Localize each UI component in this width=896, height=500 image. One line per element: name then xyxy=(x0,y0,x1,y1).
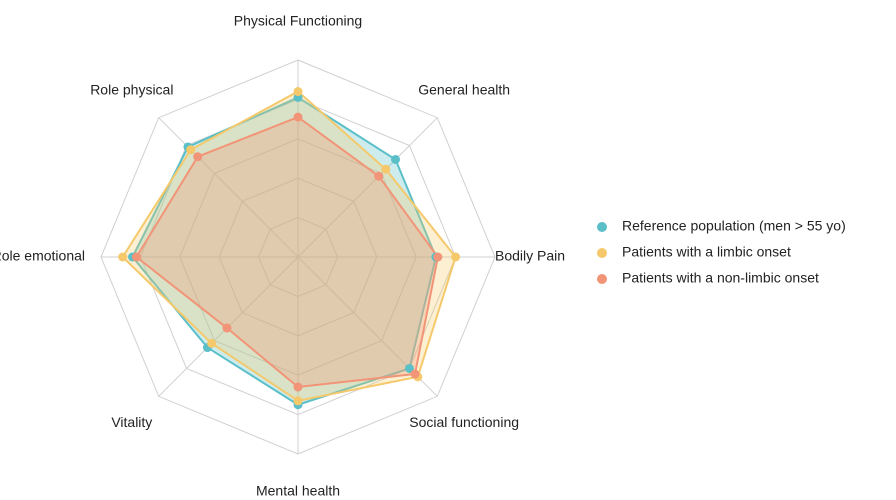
series-point xyxy=(381,164,391,174)
axis-label: Role physical xyxy=(90,82,173,98)
series-point xyxy=(391,154,401,164)
legend-marker xyxy=(597,248,607,258)
series-point xyxy=(293,382,303,392)
series-point xyxy=(222,323,232,333)
series-point xyxy=(193,152,203,162)
series-point xyxy=(293,112,303,122)
series-point xyxy=(451,252,461,262)
series-point xyxy=(374,171,384,181)
axis-label: Physical Functioning xyxy=(234,13,362,29)
series-point xyxy=(131,252,141,262)
axis-label: Social functioning xyxy=(409,414,519,430)
series-point xyxy=(186,145,196,155)
series-point xyxy=(118,252,128,262)
axis-label: General health xyxy=(418,82,510,98)
axis-label: Bodily Pain xyxy=(495,248,565,264)
axis-label: Role emotional xyxy=(0,248,85,264)
series-point xyxy=(404,363,414,373)
legend-marker xyxy=(597,274,607,284)
legend-label: Patients with a limbic onset xyxy=(622,244,791,260)
series-point xyxy=(433,252,443,262)
grid-spoke xyxy=(158,117,299,258)
series-point xyxy=(410,369,420,379)
series-point xyxy=(207,338,217,348)
series-point xyxy=(293,87,303,97)
axis-label: Vitality xyxy=(111,414,152,430)
series-point xyxy=(293,396,303,406)
axis-label: Mental health xyxy=(256,483,340,499)
legend-label: Reference population (men > 55 yo) xyxy=(622,218,846,234)
legend-marker xyxy=(597,222,607,232)
legend-label: Patients with a non-limbic onset xyxy=(622,270,819,286)
grid-spoke xyxy=(297,117,438,258)
